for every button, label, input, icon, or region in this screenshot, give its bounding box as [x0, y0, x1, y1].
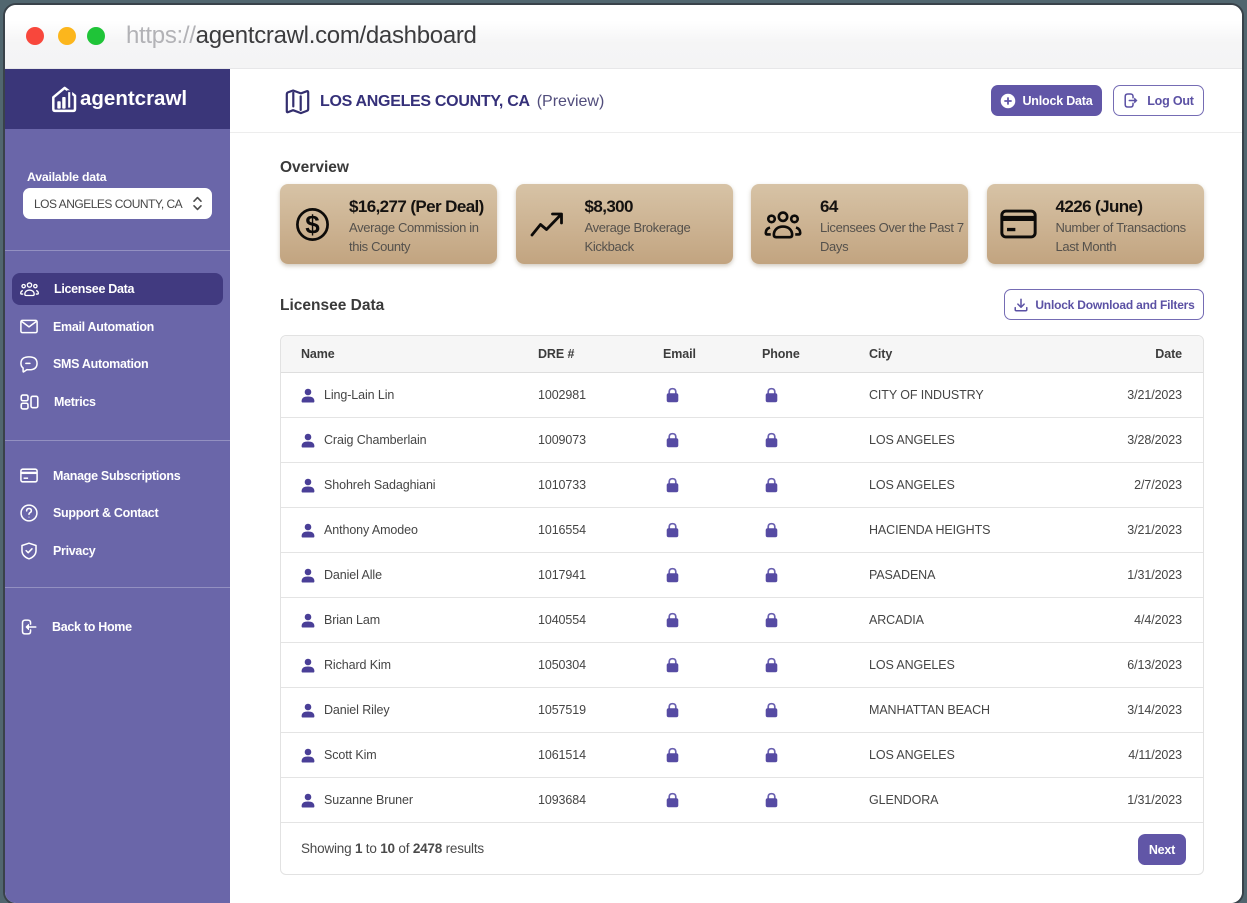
- svg-text:$: $: [305, 209, 320, 239]
